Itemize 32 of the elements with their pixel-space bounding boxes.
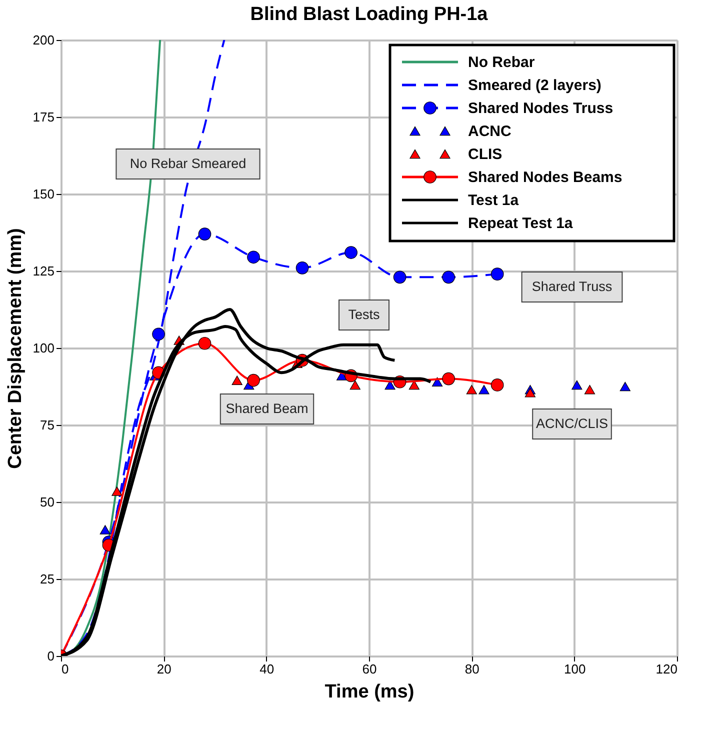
legend-label: ACNC (468, 123, 512, 140)
y-tick-label: 125 (32, 264, 54, 278)
legend-label: CLIS (468, 146, 502, 163)
y-tick-label: 0 (47, 648, 54, 664)
x-tick-label: 20 (156, 662, 172, 676)
x-tick-label: 100 (564, 662, 586, 676)
annotation: ACNC/CLIS (536, 416, 608, 431)
legend-label: Shared Nodes Truss (468, 100, 614, 117)
annotation: No Rebar Smeared (130, 156, 246, 171)
x-tick-label: 40 (260, 662, 274, 676)
legend-label: Test 1a (468, 192, 520, 209)
chart-title: Blind Blast Loading PH-1a (250, 4, 488, 25)
x-tick-label: 0 (62, 662, 69, 676)
y-tick-label: 25 (40, 572, 54, 586)
legend-label: No Rebar (468, 54, 535, 71)
y-axis-title: Center Displacement (mm) (4, 228, 26, 469)
x-tick-label: 80 (464, 662, 480, 676)
legend-label: Shared Nodes Beams (468, 169, 622, 186)
y-tick-label: 150 (32, 186, 54, 202)
annotation: Tests (348, 307, 380, 322)
y-tick-label: 100 (32, 340, 54, 356)
y-tick-label: 50 (40, 494, 54, 510)
y-tick-label: 175 (32, 110, 54, 124)
annotation: Shared Beam (226, 401, 308, 416)
y-tick-label: 75 (40, 418, 54, 432)
legend-label: Smeared (2 layers) (468, 77, 602, 94)
legend-label: Repeat Test 1a (468, 215, 574, 232)
x-tick-label: 60 (362, 662, 377, 676)
annotation: Shared Truss (532, 279, 612, 294)
x-tick-label: 120 (656, 662, 678, 676)
x-axis-title: Time (ms) (324, 682, 414, 702)
y-tick-label: 200 (32, 32, 54, 48)
